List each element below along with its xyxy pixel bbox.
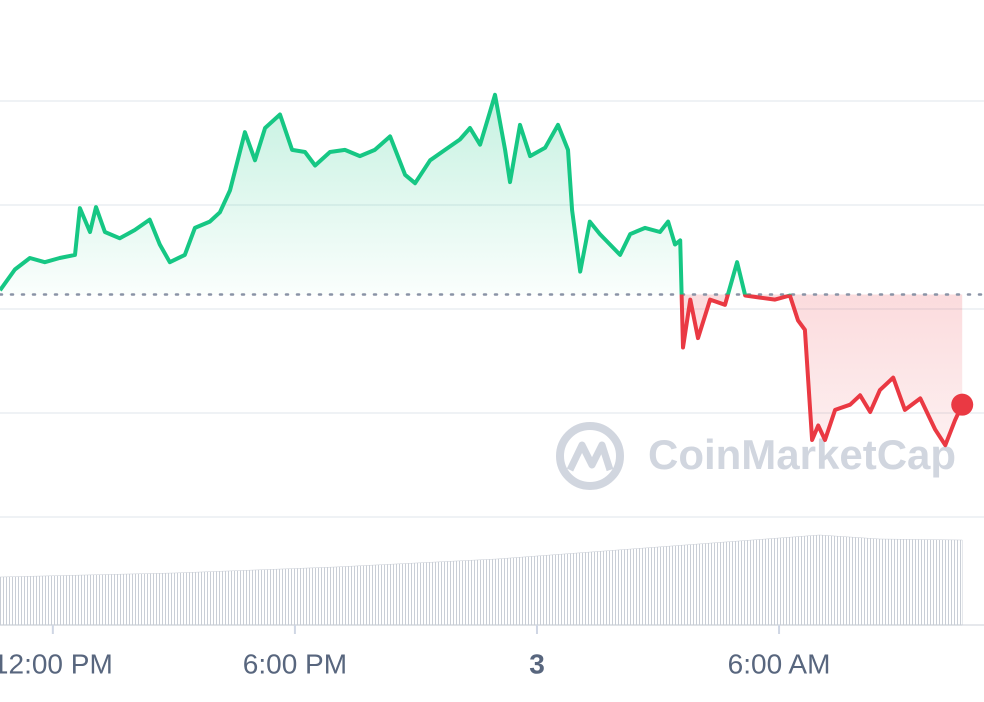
x-tick-label: 3 bbox=[529, 648, 545, 679]
x-tick-label: 12:00 PM bbox=[0, 648, 113, 679]
last-point bbox=[951, 393, 974, 416]
x-tick-label: 6:00 AM bbox=[728, 648, 831, 679]
area-fill bbox=[0, 94, 963, 446]
watermark: CoinMarketCap bbox=[556, 422, 956, 490]
price-line bbox=[0, 92, 965, 448]
watermark-text: CoinMarketCap bbox=[648, 431, 956, 478]
x-tick-label: 6:00 PM bbox=[243, 648, 347, 679]
volume-area bbox=[0, 534, 963, 626]
